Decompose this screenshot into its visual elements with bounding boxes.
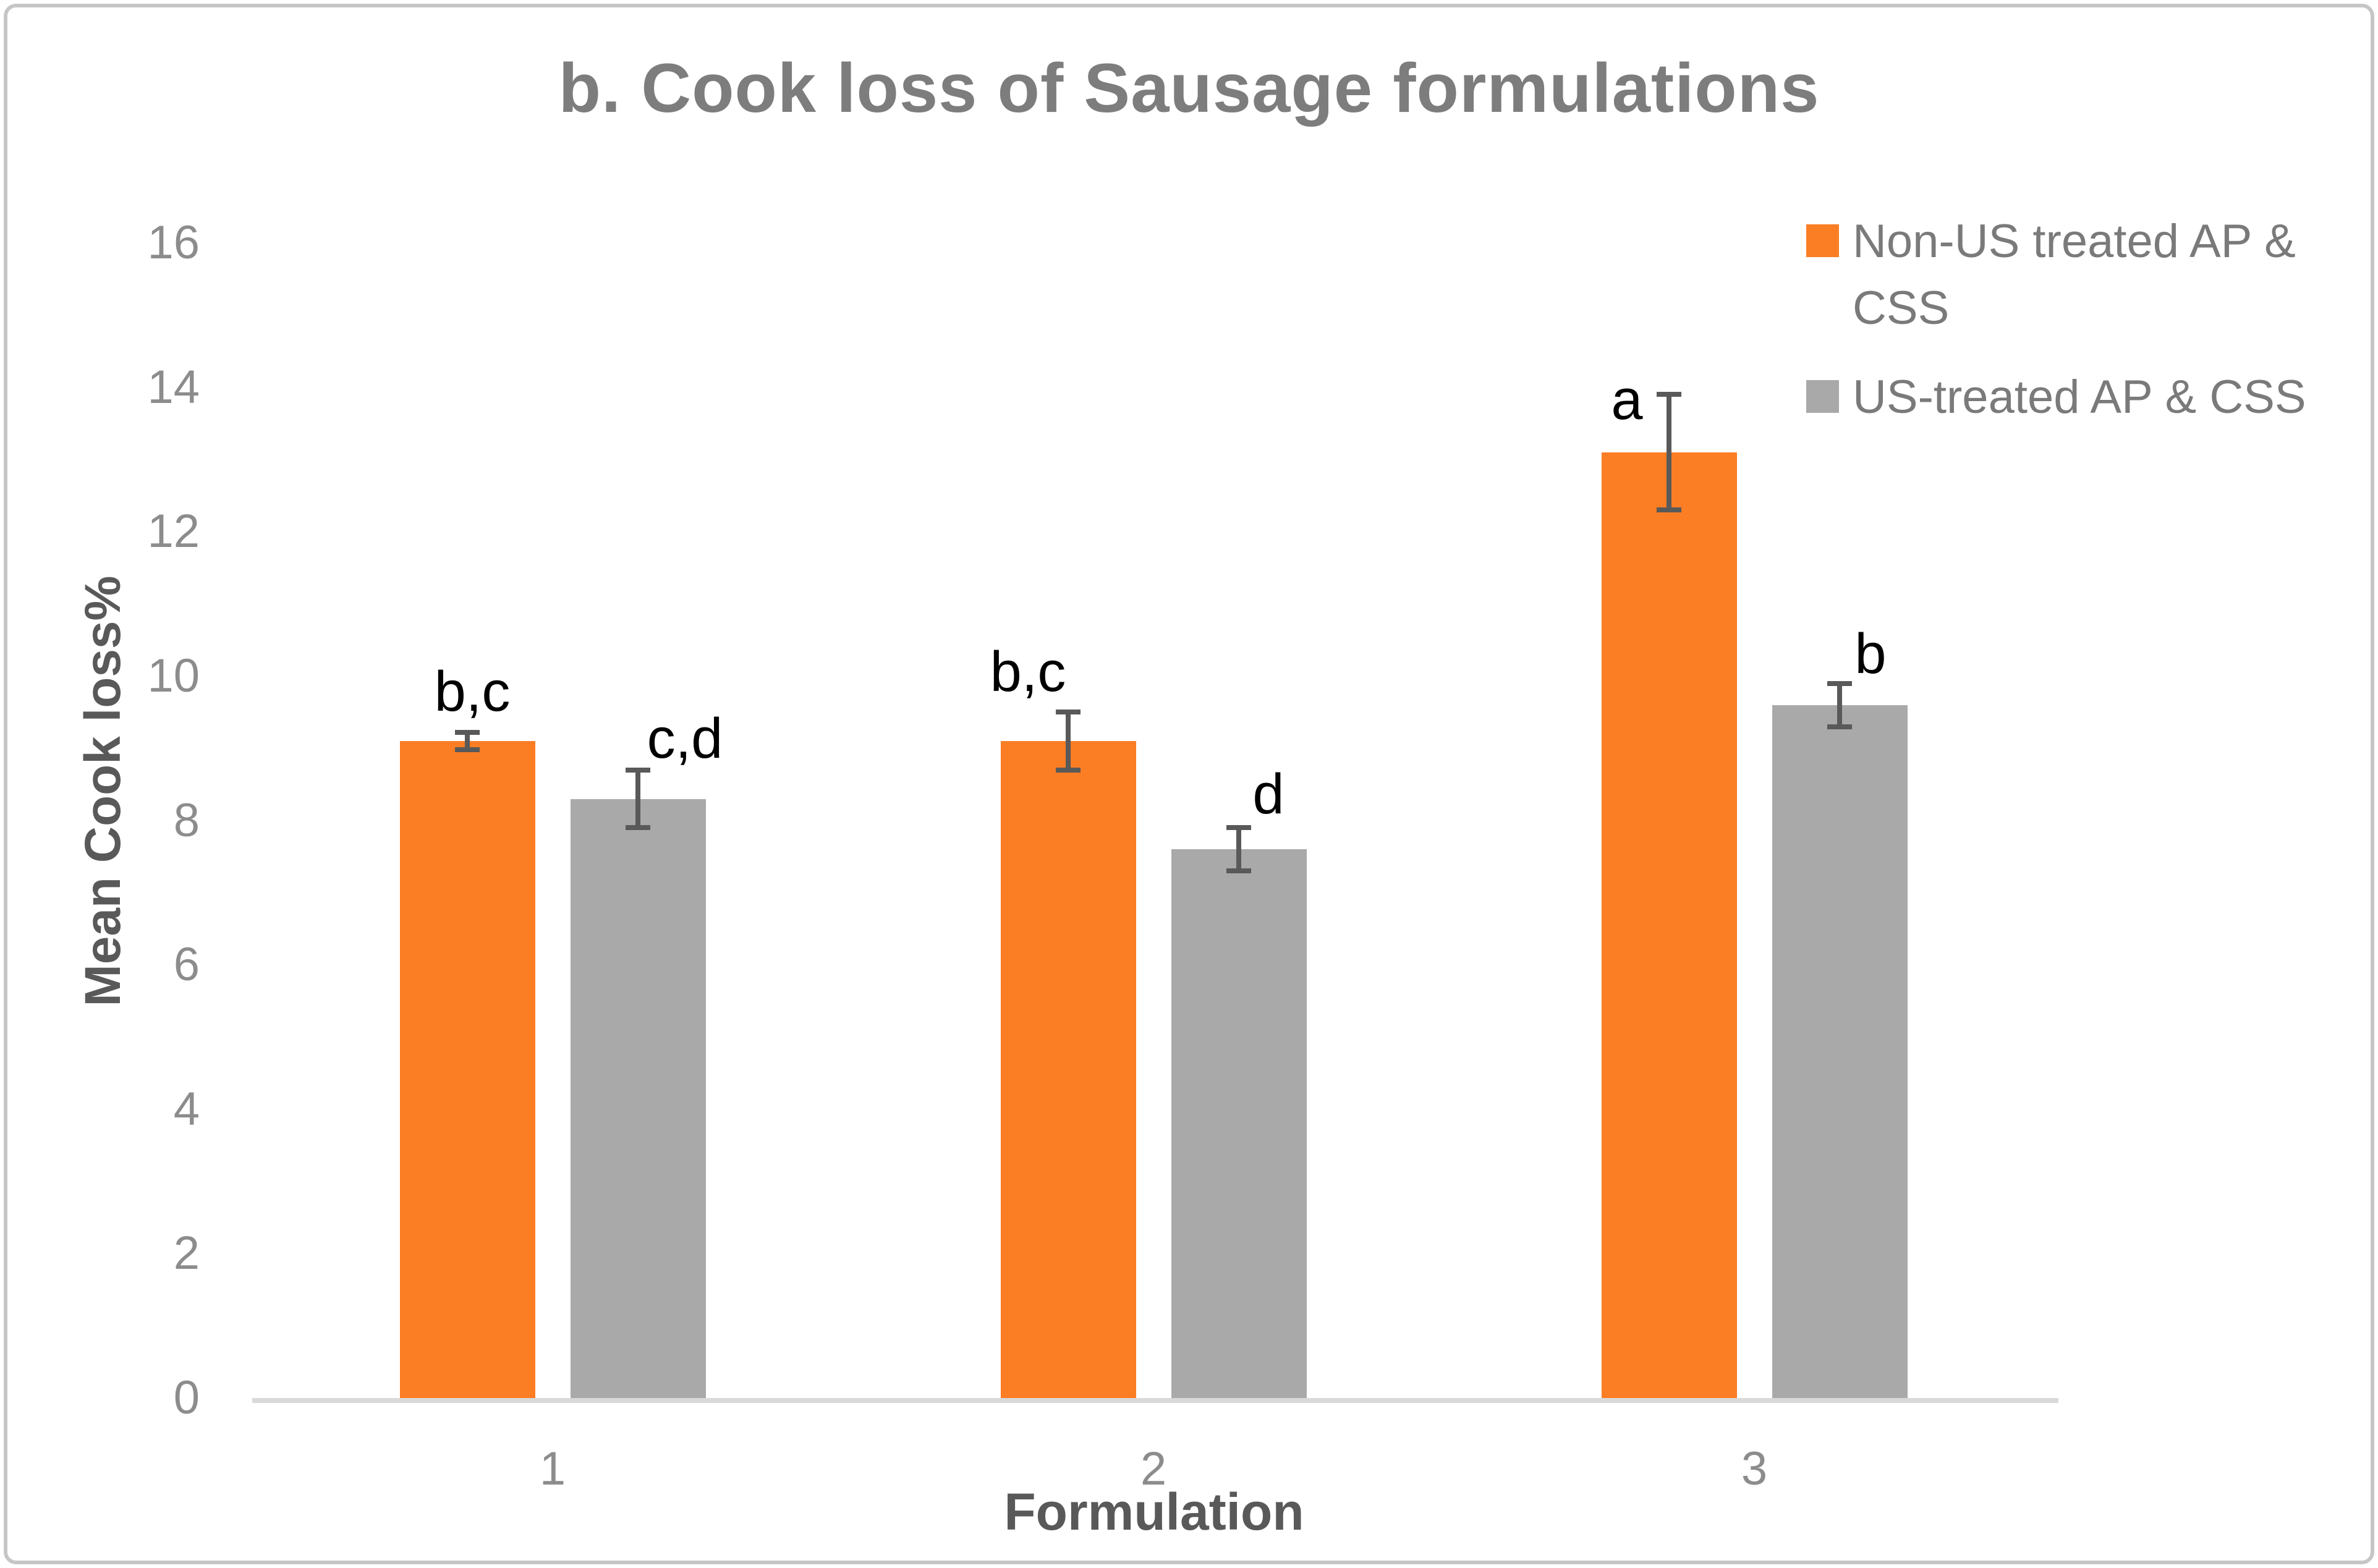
y-tick-label-0: 0 [173, 1371, 200, 1424]
error-bar-cap-bottom [626, 825, 650, 831]
error-bar-cap-top [1827, 680, 1852, 686]
error-bar-cap-bottom [1827, 724, 1852, 729]
legend-entry-nonus: Non-US treated AP & CSS [1806, 208, 2329, 342]
error-bar-cap-top [1226, 825, 1251, 831]
error-bar-line [1236, 828, 1241, 871]
bar-us-f2 [1171, 849, 1307, 1398]
legend-swatch-icon [1806, 380, 1839, 413]
error-bar-cap-bottom [1056, 767, 1081, 773]
y-tick-label-16: 16 [147, 216, 200, 269]
y-tick-label-6: 6 [173, 938, 200, 991]
legend-entry-us: US-treated AP & CSS [1806, 364, 2329, 431]
chart-title: b. Cook loss of Sausage formulations [558, 49, 1820, 127]
legend-swatch-icon [1806, 224, 1839, 257]
error-bar-line [1837, 683, 1842, 727]
bar-nonus-f1 [399, 741, 535, 1398]
significance-label: d [1252, 763, 1285, 826]
y-tick-label-4: 4 [173, 1082, 200, 1135]
y-tick-label-8: 8 [173, 794, 200, 847]
significance-label: b [1854, 622, 1887, 685]
x-tick-label-3: 3 [1741, 1443, 1768, 1495]
x-axis-title: Formulation [1004, 1483, 1304, 1541]
error-bar-cap-top [1056, 710, 1081, 715]
error-bar-line [1066, 712, 1071, 770]
error-bar-cap-bottom [1226, 868, 1251, 874]
significance-label: a [1611, 368, 1643, 432]
x-axis-line [252, 1398, 2058, 1403]
y-tick-label-10: 10 [147, 650, 200, 702]
x-tick-label-1: 1 [539, 1443, 566, 1495]
error-bar-line [1667, 394, 1671, 511]
y-tick-label-12: 12 [147, 505, 200, 558]
bar-us-f3 [1772, 705, 1908, 1398]
y-tick-label-2: 2 [173, 1227, 200, 1280]
error-bar-line [635, 769, 640, 828]
bar-nonus-f3 [1601, 452, 1737, 1398]
legend-label: Non-US treated AP & CSS [1853, 215, 2296, 334]
significance-label: c,d [647, 706, 723, 770]
legend-label: US-treated AP & CSS [1853, 371, 2306, 423]
significance-label: b,c [434, 660, 511, 724]
bar-us-f1 [570, 799, 706, 1398]
significance-label: b,c [990, 640, 1066, 704]
error-bar-cap-top [1657, 392, 1681, 397]
bar-nonus-f2 [1000, 741, 1136, 1398]
error-bar-cap-bottom [455, 747, 480, 753]
error-bar-cap-top [455, 730, 480, 735]
error-bar-line [465, 732, 470, 750]
y-tick-label-14: 14 [147, 360, 200, 413]
x-tick-label-2: 2 [1140, 1443, 1167, 1495]
error-bar-cap-bottom [1657, 507, 1681, 513]
error-bar-cap-top [626, 767, 650, 773]
